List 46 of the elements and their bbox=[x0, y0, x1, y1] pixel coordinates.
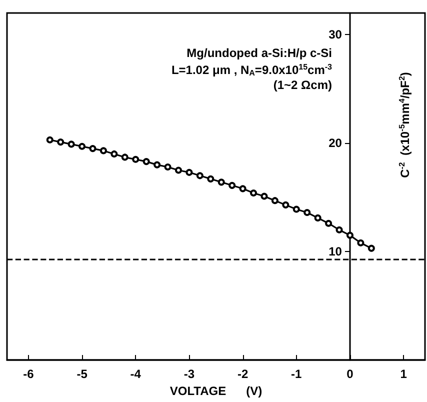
y-tick-label: 20 bbox=[328, 136, 342, 150]
point bbox=[57, 138, 64, 146]
x-axis-title: VOLTAGE (V) bbox=[170, 384, 262, 398]
point bbox=[207, 175, 214, 182]
point bbox=[368, 244, 375, 252]
point bbox=[239, 185, 246, 192]
point bbox=[346, 232, 354, 239]
y-tick-label: 30 bbox=[328, 28, 342, 42]
point bbox=[186, 168, 193, 176]
x-tick-label: -2 bbox=[237, 367, 248, 381]
x-tick-label: -5 bbox=[76, 367, 88, 381]
point bbox=[314, 214, 322, 222]
point bbox=[282, 201, 290, 208]
text: C-2 (x10-5mm4/pF2) bbox=[398, 72, 412, 178]
x-tick-label: 1 bbox=[400, 367, 408, 381]
point bbox=[142, 158, 150, 166]
point bbox=[357, 239, 364, 246]
point bbox=[250, 190, 258, 197]
point bbox=[68, 140, 75, 148]
point bbox=[260, 192, 268, 200]
point bbox=[304, 209, 311, 216]
point bbox=[325, 220, 332, 227]
point bbox=[46, 136, 54, 144]
point bbox=[110, 150, 118, 158]
point bbox=[271, 197, 278, 204]
point bbox=[292, 206, 300, 213]
point bbox=[154, 161, 161, 168]
point bbox=[196, 172, 204, 180]
point bbox=[336, 226, 343, 234]
annotation: (1~2 Ωcm) bbox=[273, 78, 332, 92]
point bbox=[100, 147, 107, 154]
point bbox=[228, 182, 236, 189]
x-tick-label: -4 bbox=[130, 367, 142, 381]
point bbox=[89, 145, 96, 152]
point bbox=[174, 166, 182, 174]
point bbox=[218, 178, 225, 186]
point bbox=[121, 154, 128, 161]
x-tick-label: -1 bbox=[291, 367, 302, 381]
annotation: Mg/undoped a-Si:H/p c-Si bbox=[186, 46, 332, 60]
x-tick-label: -6 bbox=[23, 367, 34, 381]
x-tick-label: 0 bbox=[346, 367, 354, 381]
x-tick-label: -3 bbox=[184, 367, 195, 381]
y-tick-label: 10 bbox=[328, 244, 342, 259]
point bbox=[164, 163, 172, 170]
point bbox=[132, 156, 140, 163]
point bbox=[78, 142, 86, 150]
